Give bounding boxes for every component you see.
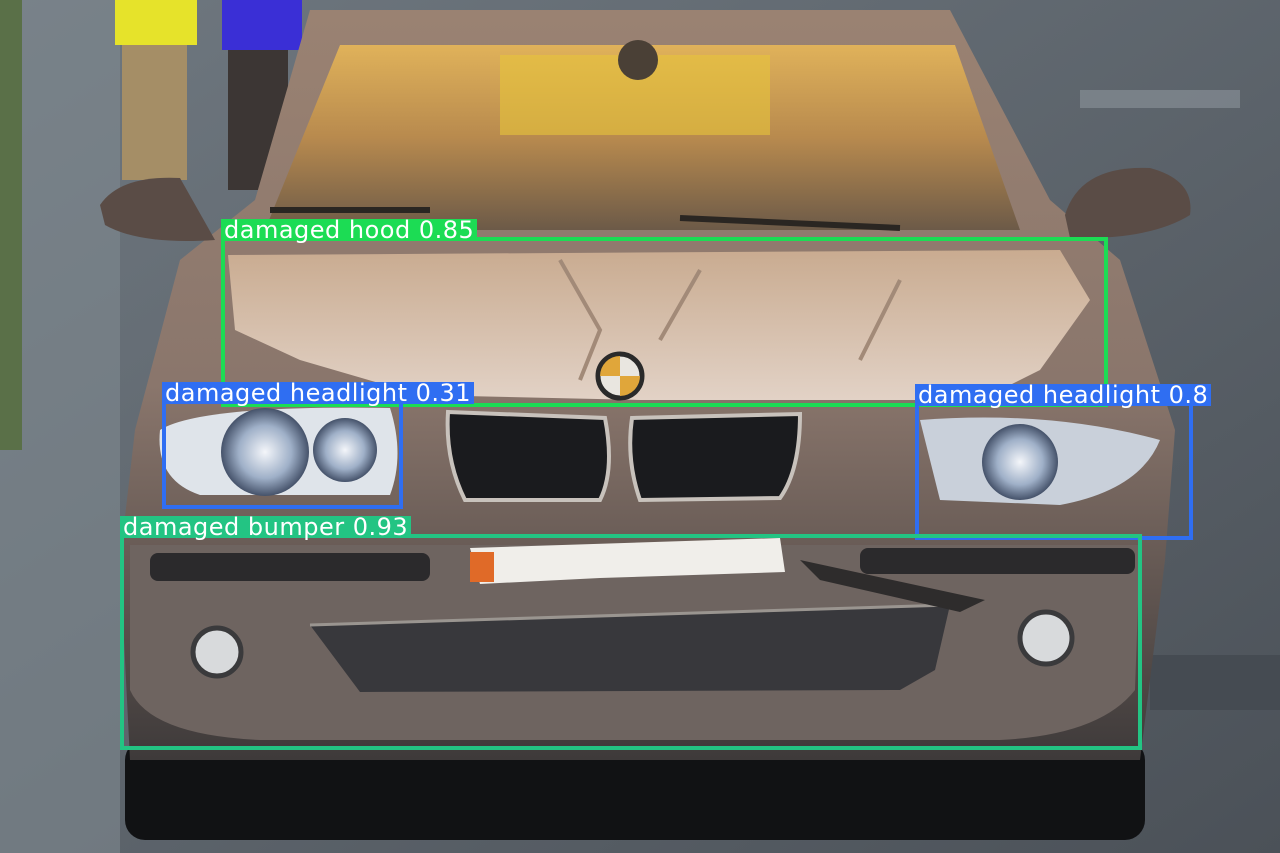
detection-box-damaged-bumper: damaged bumper 0.93 bbox=[120, 534, 1142, 750]
grille-right bbox=[630, 414, 800, 500]
detection-label-damaged-hood: damaged hood 0.85 bbox=[221, 219, 477, 241]
pedestrian-legs bbox=[122, 45, 187, 180]
pedestrian-blue-shirt bbox=[222, 0, 302, 50]
detection-box-damaged-headlight-right: damaged headlight 0.8 bbox=[915, 402, 1193, 540]
detection-label-damaged-headlight-left: damaged headlight 0.31 bbox=[162, 382, 474, 404]
drain-grate bbox=[1150, 655, 1280, 710]
road-marking bbox=[1080, 90, 1240, 108]
detection-label-damaged-headlight-right: damaged headlight 0.8 bbox=[915, 384, 1211, 406]
grille-left bbox=[448, 412, 609, 500]
pedestrian-yellow-shirt bbox=[115, 0, 197, 45]
street-pole bbox=[0, 0, 22, 450]
detection-label-damaged-bumper: damaged bumper 0.93 bbox=[120, 516, 411, 538]
detection-box-damaged-headlight-left: damaged headlight 0.31 bbox=[162, 400, 403, 509]
mirror-ornament bbox=[618, 40, 658, 80]
